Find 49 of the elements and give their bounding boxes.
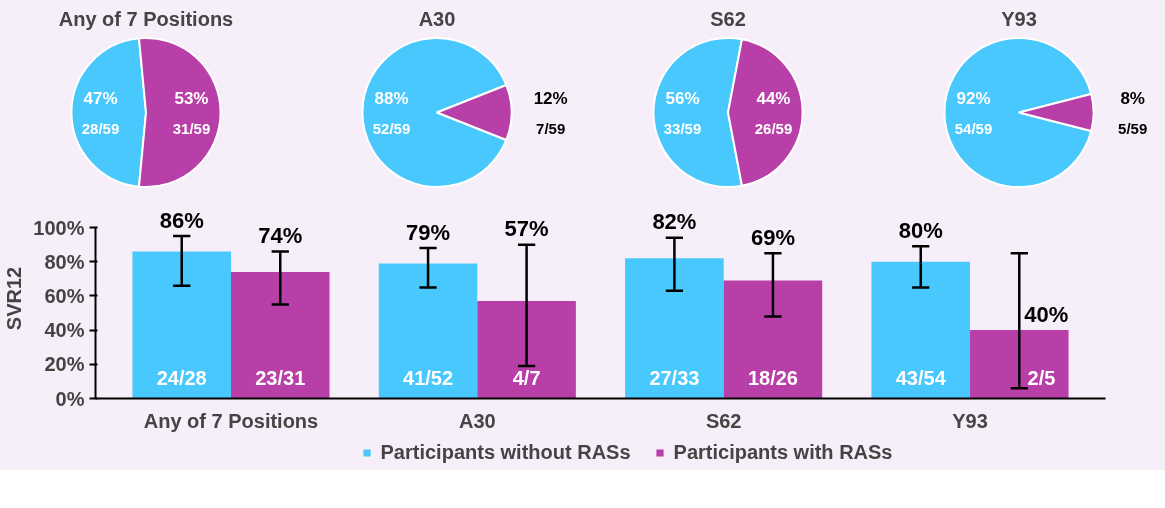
annotation: 23/31 bbox=[255, 366, 306, 389]
data-label: 12% 7/59 bbox=[533, 89, 568, 137]
data-label: 80% bbox=[898, 217, 943, 243]
annotation: 4/7 bbox=[512, 366, 541, 389]
annotation: 43/54 bbox=[895, 366, 947, 389]
data-label: 40% bbox=[1024, 301, 1069, 327]
chart-title: Any of 7 Positions bbox=[58, 7, 234, 30]
data-label: 88% 52/59 bbox=[372, 89, 411, 137]
legend-label: Participants with RASs bbox=[673, 440, 893, 464]
bar bbox=[230, 272, 330, 399]
y-axis-title: SVR12 bbox=[3, 266, 26, 331]
y-tick-label: 80% bbox=[44, 250, 85, 273]
legend-label: Participants without RASs bbox=[380, 440, 631, 464]
data-label: 74% bbox=[258, 223, 303, 249]
data-label: 69% bbox=[750, 224, 795, 250]
chart-title: Y93 bbox=[1001, 7, 1037, 30]
data-label: 8% 5/59 bbox=[1118, 89, 1148, 137]
x-tick-label: Any of 7 Positions bbox=[143, 409, 319, 432]
data-label: 44% 26/59 bbox=[754, 89, 793, 137]
data-label: 79% bbox=[406, 219, 451, 245]
y-tick-label: 60% bbox=[44, 284, 85, 307]
x-tick-label: S62 bbox=[705, 409, 742, 432]
bar bbox=[477, 301, 576, 399]
bar bbox=[871, 261, 971, 399]
annotation: 18/26 bbox=[747, 366, 798, 389]
y-tick-label: 100% bbox=[33, 216, 85, 239]
x-tick-label: Y93 bbox=[952, 409, 988, 432]
x-tick-label: A30 bbox=[458, 409, 496, 432]
bar bbox=[625, 258, 724, 399]
annotation: 24/28 bbox=[156, 366, 207, 389]
annotation: 41/52 bbox=[403, 366, 454, 389]
bar bbox=[132, 251, 231, 399]
y-tick-label: 0% bbox=[55, 387, 85, 410]
chart-title: A30 bbox=[418, 7, 456, 30]
chart-title: S62 bbox=[710, 7, 746, 30]
y-tick-label: 40% bbox=[44, 319, 85, 342]
data-label: 57% bbox=[504, 216, 549, 242]
data-label: 47% 28/59 bbox=[81, 89, 120, 137]
data-label: 92% 54/59 bbox=[954, 89, 993, 137]
data-label: 56% 33/59 bbox=[663, 89, 702, 137]
annotation: 2/5 bbox=[1027, 366, 1056, 389]
bar bbox=[723, 280, 823, 399]
annotation: 27/33 bbox=[649, 366, 700, 389]
bar bbox=[970, 330, 1069, 399]
data-label: 53% 31/59 bbox=[172, 89, 211, 137]
bar bbox=[378, 263, 478, 399]
data-label: 86% bbox=[159, 207, 204, 233]
y-tick-label: 20% bbox=[44, 353, 85, 376]
data-label: 82% bbox=[652, 209, 697, 235]
